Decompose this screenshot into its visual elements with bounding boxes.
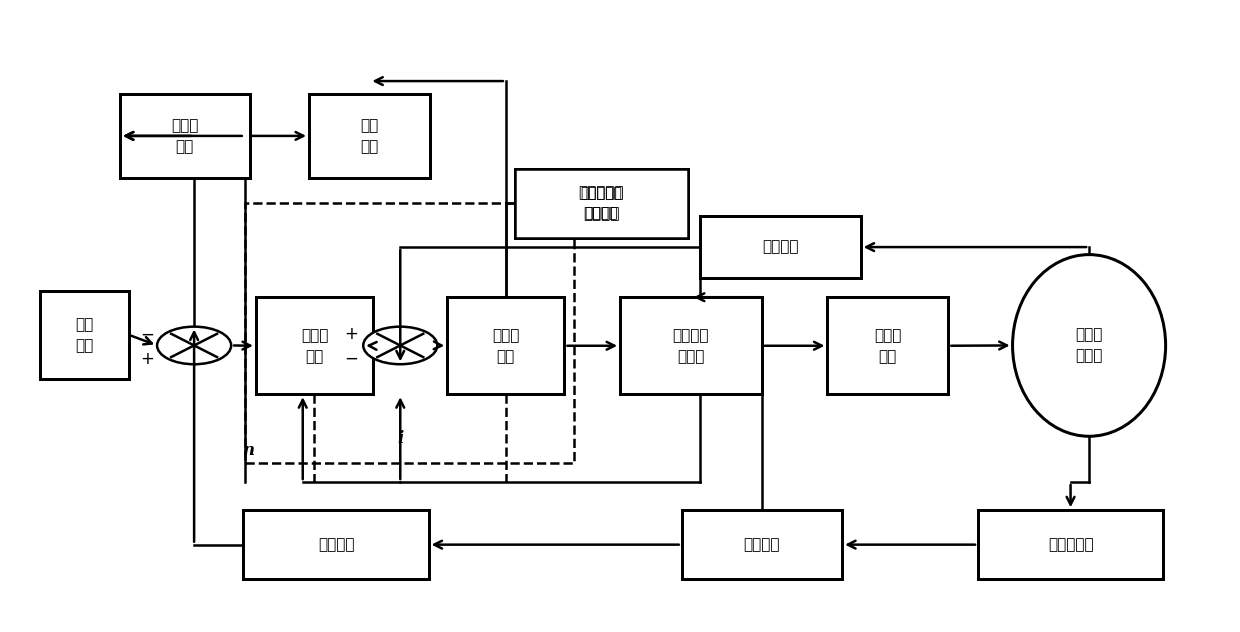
Bar [682,510,842,579]
Text: 反馈到虚线
内控制器: 反馈到虚线 内控制器 [579,185,624,221]
Circle shape [157,327,231,364]
Text: 电压逆
变器: 电压逆 变器 [874,328,901,364]
Text: 位置检测: 位置检测 [744,537,780,552]
Text: −: − [140,325,154,343]
Bar [40,291,129,379]
Text: 无刷直
流电机: 无刷直 流电机 [1075,327,1102,363]
Bar [120,94,249,178]
Text: i: i [398,430,404,447]
Text: +: + [140,349,154,368]
Text: 电流检测: 电流检测 [763,240,799,255]
Bar [244,204,574,463]
Text: 角速度检测: 角速度检测 [1048,537,1094,552]
Bar [978,510,1163,579]
Text: 反馈到虚线
内控制器: 反馈到虚线 内控制器 [580,186,622,220]
Bar [243,510,429,579]
Bar [515,169,688,238]
Text: 脉宽调制
与换相: 脉宽调制 与换相 [673,328,709,364]
Ellipse shape [1013,255,1166,436]
Bar [701,216,861,279]
Text: 给定
转速: 给定 转速 [76,317,93,353]
Text: 多目标
函数: 多目标 函数 [171,118,198,154]
Text: +: + [343,325,358,343]
Bar [620,297,761,394]
Text: 量子
算法: 量子 算法 [361,118,378,154]
Text: 速度控
制器: 速度控 制器 [301,328,329,364]
Text: −: − [343,349,358,368]
Circle shape [363,327,438,364]
Text: 电流控
制器: 电流控 制器 [492,328,520,364]
Text: n: n [242,442,254,459]
Bar [255,297,373,394]
Bar [515,169,688,238]
Bar [827,297,949,394]
Text: 速度计算: 速度计算 [317,537,355,552]
Bar [448,297,564,394]
Bar [309,94,430,178]
